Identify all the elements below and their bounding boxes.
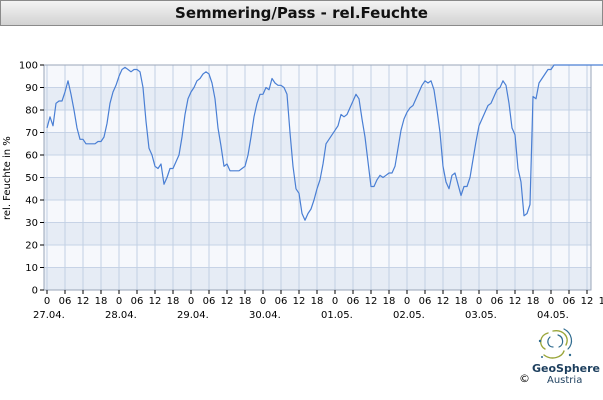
y-tick-label: 90 bbox=[25, 83, 38, 94]
chart-title: Semmering/Pass - rel.Feuchte bbox=[175, 4, 428, 22]
x-tick-label: 06 bbox=[203, 296, 216, 307]
y-tick-label: 0 bbox=[32, 286, 38, 297]
x-tick-label: 12 bbox=[581, 296, 594, 307]
y-axis-label: rel. Feuchte in % bbox=[2, 136, 13, 220]
x-date-label: 02.05. bbox=[393, 310, 425, 321]
y-tick-label: 30 bbox=[25, 218, 38, 229]
x-tick-label: 06 bbox=[59, 296, 72, 307]
x-tick-label: 18 bbox=[599, 296, 603, 307]
copyright-mark: © bbox=[519, 372, 530, 385]
logo-name: GeoSphere bbox=[532, 362, 601, 375]
y-tick-label: 60 bbox=[25, 151, 38, 162]
x-tick-label: 18 bbox=[167, 296, 180, 307]
x-date-label: 28.04. bbox=[105, 310, 137, 321]
x-tick-label: 12 bbox=[509, 296, 522, 307]
x-tick-label: 18 bbox=[527, 296, 540, 307]
x-tick-label: 06 bbox=[419, 296, 432, 307]
x-tick-label: 12 bbox=[365, 296, 378, 307]
x-tick-label: 18 bbox=[95, 296, 108, 307]
x-date-label: 27.04. bbox=[33, 310, 65, 321]
x-tick-label: 12 bbox=[149, 296, 162, 307]
y-tick-label: 50 bbox=[25, 173, 38, 184]
x-tick-label: 0 bbox=[476, 296, 482, 307]
x-tick-label: 06 bbox=[563, 296, 576, 307]
x-tick-label: 06 bbox=[347, 296, 360, 307]
x-date-label: 29.04. bbox=[177, 310, 209, 321]
x-tick-label: 06 bbox=[131, 296, 144, 307]
x-date-label: 04.05. bbox=[537, 310, 569, 321]
x-tick-label: 0 bbox=[44, 296, 50, 307]
y-tick-label: 80 bbox=[25, 106, 38, 117]
logo-subname: Austria bbox=[547, 375, 583, 386]
x-tick-label: 12 bbox=[293, 296, 306, 307]
x-tick-label: 18 bbox=[383, 296, 396, 307]
x-tick-label: 18 bbox=[239, 296, 252, 307]
chart-title-bar: Semmering/Pass - rel.Feuchte bbox=[0, 0, 603, 26]
y-tick-label: 20 bbox=[25, 241, 38, 252]
x-tick-label: 0 bbox=[548, 296, 554, 307]
x-tick-label: 06 bbox=[275, 296, 288, 307]
x-tick-label: 18 bbox=[311, 296, 324, 307]
x-date-label: 30.04. bbox=[249, 310, 281, 321]
x-tick-label: 0 bbox=[188, 296, 194, 307]
x-tick-label: 12 bbox=[437, 296, 450, 307]
y-tick-label: 10 bbox=[25, 263, 38, 274]
x-tick-label: 0 bbox=[332, 296, 338, 307]
y-tick-label: 40 bbox=[25, 196, 38, 207]
x-tick-label: 12 bbox=[221, 296, 234, 307]
y-tick-label: 100 bbox=[19, 61, 38, 72]
x-tick-label: 18 bbox=[455, 296, 468, 307]
y-tick-label: 70 bbox=[25, 128, 38, 139]
x-tick-label: 12 bbox=[77, 296, 90, 307]
x-date-label: 03.05. bbox=[465, 310, 497, 321]
x-tick-label: 06 bbox=[491, 296, 504, 307]
x-tick-label: 0 bbox=[404, 296, 410, 307]
x-tick-label: 0 bbox=[116, 296, 122, 307]
humidity-series-line bbox=[46, 64, 603, 221]
x-tick-label: 0 bbox=[260, 296, 266, 307]
x-date-label: 01.05. bbox=[321, 310, 353, 321]
geosphere-logo-icon bbox=[538, 328, 573, 359]
